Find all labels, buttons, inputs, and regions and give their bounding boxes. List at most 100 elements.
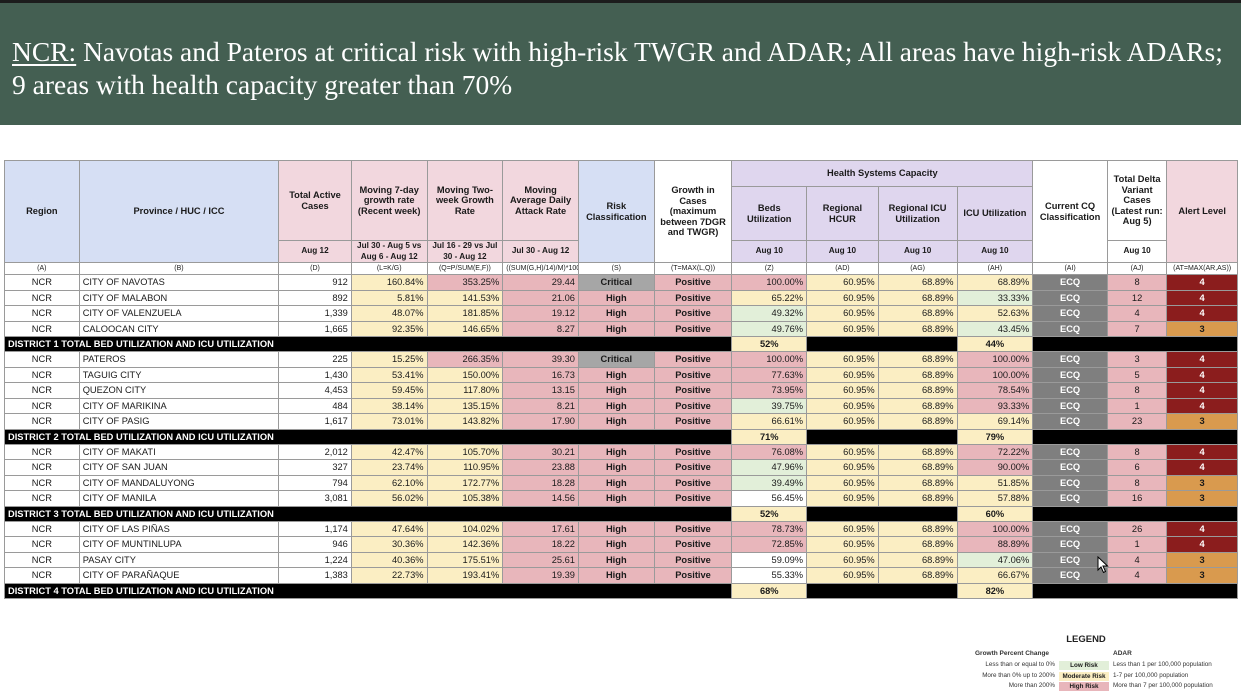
district-beds: 52%: [731, 505, 808, 522]
cell-alert-level: 4: [1166, 520, 1238, 537]
cell-delta: 4: [1106, 551, 1168, 568]
cell-moving-7day: 62.10%: [350, 474, 428, 491]
legend-right-text: Less than 1 per 100,000 population: [1113, 661, 1212, 668]
header-hcur: Regional HCUR: [806, 186, 879, 241]
table-row: NCR CITY OF MALABON 892 5.81% 141.53% 21.06 Hi…: [4, 289, 1238, 306]
district-label: DISTRICT 4 TOTAL BED UTILIZATION AND ICU…: [3, 582, 733, 599]
legend-left-header: Growth Percent Change: [975, 650, 1050, 657]
legend-left-text: More than 200%: [1008, 682, 1055, 689]
column-letter: (T=MAX(L,Q)): [653, 262, 733, 275]
cell-moving-2week: 353.25%: [426, 274, 504, 291]
cell-risk: High: [577, 459, 655, 476]
cell-alert-level: 4: [1166, 351, 1238, 368]
header-province: Province / HUC / ICC: [78, 160, 280, 263]
cell-icu: 69.14%: [956, 413, 1034, 430]
cell-icu-regional: 68.89%: [877, 536, 958, 553]
cell-icu-regional: 68.89%: [877, 474, 958, 491]
cell-adar: 19.12: [502, 305, 579, 322]
cell-region: NCR: [4, 474, 80, 491]
cell-alert-level: 4: [1166, 274, 1238, 291]
cell-region: NCR: [4, 490, 80, 507]
legend-swatch: Moderate Risk: [1059, 671, 1109, 681]
cell-risk: High: [577, 520, 655, 537]
cell-region: NCR: [4, 551, 80, 568]
cell-growth: Positive: [653, 289, 733, 306]
cell-growth: Positive: [653, 305, 733, 322]
cell-delta: 4: [1106, 305, 1168, 322]
cell-province: CITY OF VALENZUELA: [78, 305, 280, 322]
cell-risk: High: [577, 289, 655, 306]
cell-growth: Positive: [653, 459, 733, 476]
cell-cq: ECQ: [1032, 351, 1108, 368]
cell-moving-7day: 23.74%: [350, 459, 428, 476]
district-beds: 71%: [731, 428, 808, 445]
cell-beds: 78.73%: [731, 520, 808, 537]
subheader-hcur: Aug 10: [806, 240, 879, 263]
table-row: NCR CITY OF MANDALUYONG 794 62.10% 172.77% 18…: [4, 474, 1238, 491]
cell-beds: 49.76%: [731, 320, 808, 337]
cell-total-active: 4,453: [278, 382, 352, 399]
cell-beds: 76.08%: [731, 443, 808, 460]
table-row: NCR PASAY CITY 1,224 40.36% 175.51% 25.61 High…: [4, 551, 1238, 568]
cell-adar: 16.73: [502, 366, 579, 383]
legend-left-text: More than 0% up to 200%: [982, 671, 1055, 679]
cell-region: NCR: [4, 366, 80, 383]
cell-hcur: 60.95%: [806, 382, 879, 399]
cell-province: QUEZON CITY: [78, 382, 280, 399]
cell-beds: 56.45%: [731, 490, 808, 507]
cell-icu-regional: 68.89%: [877, 397, 958, 414]
title-prefix: NCR:: [12, 36, 77, 67]
cell-icu: 72.22%: [956, 443, 1034, 460]
cell-growth: Positive: [653, 274, 733, 291]
table-row: NCR CITY OF MANILA 3,081 56.02% 105.38% 14.56…: [4, 490, 1238, 507]
cell-region: NCR: [4, 289, 80, 306]
cell-beds: 59.09%: [731, 551, 808, 568]
cell-alert-level: 3: [1166, 413, 1238, 430]
cell-risk: High: [577, 366, 655, 383]
cell-province: CITY OF SAN JUAN: [78, 459, 280, 476]
cell-beds: 72.85%: [731, 536, 808, 553]
cell-moving-7day: 92.35%: [350, 320, 428, 337]
cell-region: NCR: [4, 382, 80, 399]
cell-moving-7day: 40.36%: [350, 551, 428, 568]
cell-cq: ECQ: [1032, 490, 1108, 507]
cell-alert-level: 4: [1166, 443, 1238, 460]
cell-region: NCR: [4, 443, 80, 460]
cell-alert-level: 4: [1166, 289, 1238, 306]
cell-hcur: 60.95%: [806, 551, 879, 568]
cell-province: PASAY CITY: [78, 551, 280, 568]
mouse-cursor-icon: [1097, 556, 1109, 574]
legend-left-text: Less than or equal to 0%: [985, 661, 1055, 668]
district-label: DISTRICT 3 TOTAL BED UTILIZATION AND ICU…: [3, 505, 733, 522]
cell-alert-level: 3: [1166, 490, 1238, 507]
cell-cq: ECQ: [1032, 459, 1108, 476]
cell-beds: 73.95%: [731, 382, 808, 399]
cell-beds: 100.00%: [731, 274, 808, 291]
cell-total-active: 327: [278, 459, 352, 476]
cell-cq: ECQ: [1032, 474, 1108, 491]
title-band: NCR: Navotas and Pateros at critical ris…: [0, 3, 1241, 125]
table-row: NCR CITY OF SAN JUAN 327 23.74% 110.95% 23.88…: [4, 459, 1238, 476]
cell-risk: High: [577, 320, 655, 337]
cell-hcur: 60.95%: [806, 536, 879, 553]
district-tail: [1032, 582, 1238, 599]
cell-hcur: 60.95%: [806, 305, 879, 322]
cell-growth: Positive: [653, 520, 733, 537]
header-health-systems: Health Systems Capacity: [731, 160, 1034, 187]
cell-risk: High: [577, 443, 655, 460]
cell-province: CITY OF MUNTINLUPA: [78, 536, 280, 553]
cell-growth: Positive: [653, 413, 733, 430]
cell-icu: 33.33%: [956, 289, 1034, 306]
district-icu: 79%: [956, 428, 1034, 445]
column-letter: ((SUM(G,H)/14)/M)*100,0: [502, 262, 579, 275]
column-letter: (A): [4, 262, 80, 275]
subheader-icu: Aug 10: [956, 240, 1034, 263]
cell-moving-2week: 266.35%: [426, 351, 504, 368]
cell-moving-7day: 56.02%: [350, 490, 428, 507]
district-tail: [1032, 336, 1238, 352]
cell-moving-2week: 175.51%: [426, 551, 504, 568]
header-risk: Risk Classification: [577, 160, 655, 263]
cell-moving-2week: 142.36%: [426, 536, 504, 553]
cell-risk: High: [577, 551, 655, 568]
cell-moving-7day: 15.25%: [350, 351, 428, 368]
